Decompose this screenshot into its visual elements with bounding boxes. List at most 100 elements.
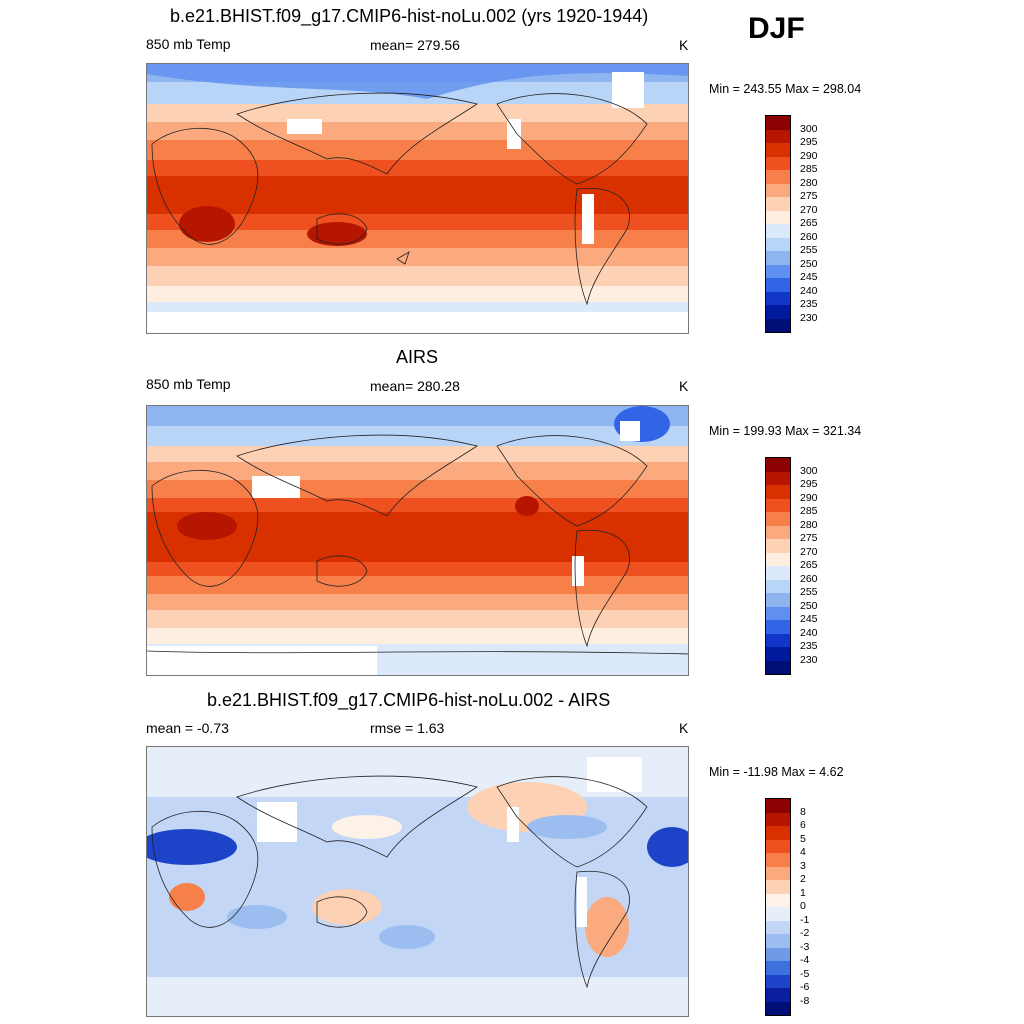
colorbar-swatch: [766, 593, 790, 607]
colorbar-swatch: [766, 920, 790, 934]
colorbar-swatch: [766, 512, 790, 526]
colorbar-swatch: [766, 458, 790, 472]
colorbar-swatch: [766, 606, 790, 620]
colorbar-tick-label: 1: [800, 886, 806, 899]
colorbar-tick-label: 255: [800, 586, 818, 598]
colorbar-swatch: [766, 934, 790, 948]
colorbar-tick-label: 245: [800, 271, 818, 283]
panel3-rmse-label: rmse = 1.63: [370, 720, 445, 736]
colorbar-tick-label: 250: [800, 599, 818, 612]
colorbar-swatch: [766, 893, 790, 907]
colorbar-tick-label: 270: [800, 203, 818, 216]
colorbar-tick-label: 245: [800, 613, 818, 625]
colorbar-tick-label: 255: [800, 244, 818, 256]
panel1-map: [146, 63, 689, 334]
colorbar-tick-label: 8: [800, 805, 806, 818]
colorbar-tick-label: 265: [800, 217, 818, 229]
colorbar-swatch: [766, 471, 790, 485]
colorbar-swatch: [766, 647, 790, 661]
colorbar-swatch: [766, 660, 790, 674]
colorbar-tick-label: 300: [800, 122, 818, 135]
colorbar-swatch: [766, 947, 790, 961]
colorbar-tick-label: 230: [800, 311, 818, 324]
season-label: DJF: [748, 12, 805, 45]
colorbar-swatch: [766, 143, 790, 157]
panel3-units-label: K: [679, 720, 689, 736]
colorbar-swatch: [766, 988, 790, 1002]
panel2-minmax: Min = 199.93 Max = 321.34: [709, 424, 862, 438]
panel3-colorbar: [765, 798, 791, 1016]
panel2-map: [146, 405, 689, 676]
panel1-title: b.e21.BHIST.f09_g17.CMIP6-hist-noLu.002 …: [170, 6, 649, 26]
colorbar-tick-label: -1: [800, 913, 810, 926]
colorbar-tick-label: 0: [800, 900, 806, 912]
colorbar-swatch: [766, 210, 790, 224]
colorbar-swatch: [766, 224, 790, 238]
colorbar-tick-label: 235: [800, 298, 818, 310]
colorbar-swatch: [766, 129, 790, 143]
colorbar-tick-label: 240: [800, 284, 818, 297]
colorbar-tick-label: 5: [800, 832, 806, 845]
colorbar-tick-label: 295: [800, 136, 818, 148]
colorbar-swatch: [766, 974, 790, 988]
colorbar-swatch: [766, 116, 790, 130]
colorbar-tick-label: 260: [800, 230, 818, 243]
colorbar-swatch: [766, 907, 790, 921]
colorbar-swatch: [766, 633, 790, 647]
panel1-mean-label: mean= 279.56: [370, 37, 460, 53]
colorbar-tick-label: -5: [800, 967, 810, 980]
colorbar-tick-label: 265: [800, 559, 818, 571]
colorbar-tick-label: 3: [800, 859, 806, 872]
colorbar-tick-label: 235: [800, 640, 818, 652]
colorbar-swatch: [766, 197, 790, 211]
colorbar-swatch: [766, 1001, 790, 1015]
colorbar-tick-label: 275: [800, 532, 818, 544]
panel3-map: [146, 746, 689, 1017]
colorbar-tick-label: 285: [800, 163, 818, 175]
panel3-mean-label: mean = -0.73: [146, 720, 229, 736]
colorbar-swatch: [766, 183, 790, 197]
colorbar-swatch: [766, 485, 790, 499]
colorbar-tick-label: 290: [800, 149, 818, 162]
panel3-map-svg: [147, 747, 688, 1016]
colorbar-tick-label: 6: [800, 819, 806, 831]
colorbar-tick-label: 280: [800, 176, 818, 189]
colorbar-swatch: [766, 237, 790, 251]
colorbar-swatch: [766, 566, 790, 580]
colorbar-swatch: [766, 620, 790, 634]
colorbar-swatch: [766, 552, 790, 566]
colorbar-tick-label: 240: [800, 626, 818, 639]
colorbar-tick-label: 295: [800, 478, 818, 490]
colorbar-tick-label: 300: [800, 464, 818, 477]
colorbar-swatch: [766, 880, 790, 894]
colorbar-swatch: [766, 318, 790, 332]
colorbar-swatch: [766, 170, 790, 184]
panel2-colorbar: [765, 457, 791, 675]
colorbar-swatch: [766, 839, 790, 853]
colorbar-swatch: [766, 866, 790, 880]
colorbar-swatch: [766, 278, 790, 292]
panel2-map-svg: [147, 406, 688, 675]
colorbar-tick-label: -2: [800, 927, 810, 939]
colorbar-tick-label: 2: [800, 873, 806, 885]
colorbar-swatch: [766, 498, 790, 512]
panel1-map-svg: [147, 64, 688, 333]
colorbar-swatch: [766, 525, 790, 539]
colorbar-swatch: [766, 961, 790, 975]
colorbar-tick-label: 4: [800, 846, 806, 858]
panel2-mean-label: mean= 280.28: [370, 378, 460, 394]
colorbar-swatch: [766, 305, 790, 319]
colorbar-tick-label: 290: [800, 491, 818, 504]
colorbar-tick-label: -8: [800, 994, 810, 1007]
panel3-title: b.e21.BHIST.f09_g17.CMIP6-hist-noLu.002 …: [207, 690, 611, 710]
colorbar-tick-label: -6: [800, 981, 810, 993]
panel2-units-label: K: [679, 378, 689, 394]
colorbar-tick-label: 280: [800, 518, 818, 531]
colorbar-tick-label: -3: [800, 940, 810, 953]
colorbar-tick-label: 250: [800, 257, 818, 270]
panel2-variable-label: 850 mb Temp: [146, 376, 231, 392]
colorbar-tick-label: -4: [800, 954, 810, 966]
colorbar-swatch: [766, 251, 790, 265]
colorbar-swatch: [766, 539, 790, 553]
colorbar-swatch: [766, 826, 790, 840]
